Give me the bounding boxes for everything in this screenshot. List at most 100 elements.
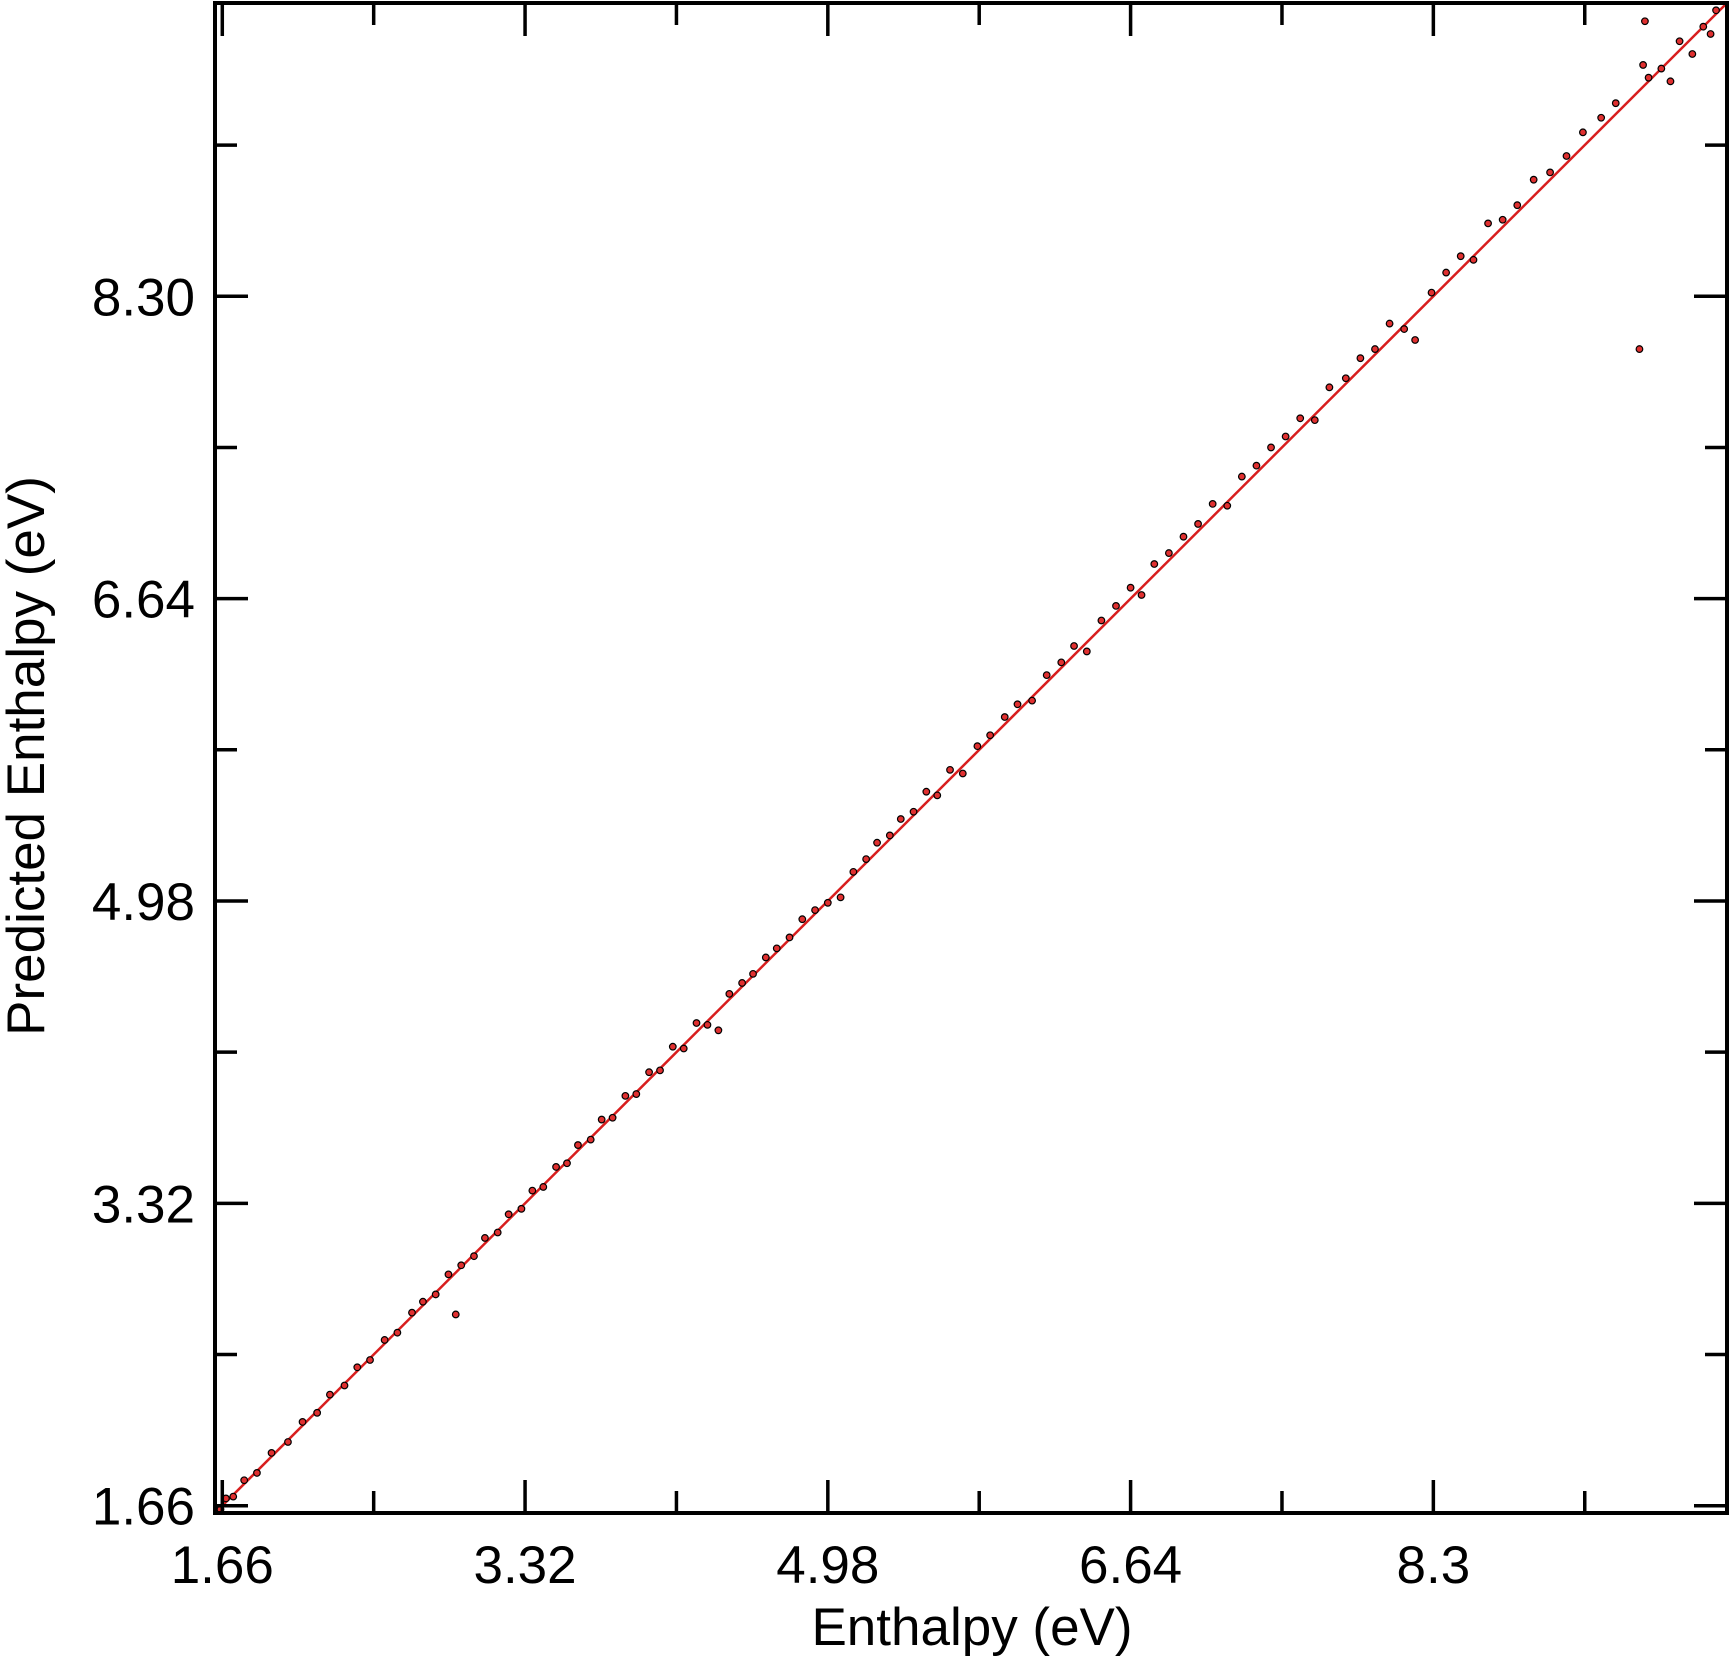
- point: [393, 1328, 402, 1337]
- point: [621, 1091, 630, 1100]
- point: [645, 1068, 653, 1077]
- point: [973, 742, 982, 751]
- point: [1097, 616, 1106, 625]
- point: [1042, 671, 1051, 680]
- point: [1513, 201, 1522, 210]
- y-tick-label: 1.66: [92, 1478, 195, 1537]
- point: [1597, 113, 1606, 122]
- point: [1688, 50, 1697, 58]
- point: [1208, 500, 1217, 508]
- point: [563, 1159, 571, 1168]
- point: [798, 915, 807, 924]
- point: [958, 769, 967, 778]
- point: [528, 1186, 537, 1195]
- x-tick-label: 1.66: [171, 1536, 274, 1595]
- point: [1371, 345, 1379, 353]
- point: [313, 1408, 322, 1417]
- point: [703, 1020, 712, 1029]
- y-tick-label: 3.32: [92, 1175, 195, 1234]
- point: [679, 1044, 688, 1053]
- plot-frame: [213, 1, 1729, 1515]
- point: [608, 1113, 617, 1122]
- point: [1675, 37, 1684, 46]
- point: [1325, 383, 1334, 392]
- point: [1411, 336, 1420, 344]
- point: [725, 989, 734, 998]
- point: [1657, 64, 1666, 73]
- point: [451, 1310, 460, 1319]
- point: [761, 953, 770, 962]
- point: [470, 1252, 478, 1261]
- point: [1562, 152, 1571, 160]
- point: [1699, 22, 1708, 31]
- point: [1057, 658, 1066, 667]
- point: [922, 787, 931, 796]
- point: [574, 1141, 582, 1149]
- point: [1194, 520, 1202, 528]
- point: [1484, 219, 1492, 228]
- x-tick-label: 3.32: [473, 1536, 576, 1595]
- point: [1179, 532, 1188, 541]
- point: [539, 1183, 548, 1191]
- point: [714, 1026, 723, 1035]
- point: [366, 1356, 374, 1364]
- point: [632, 1090, 641, 1098]
- point: [811, 906, 819, 914]
- point: [909, 807, 918, 816]
- point: [1237, 472, 1246, 481]
- point: [1456, 252, 1465, 261]
- point: [1126, 583, 1135, 592]
- point: [1469, 255, 1478, 264]
- y-tick-label: 4.98: [92, 873, 195, 932]
- point: [1611, 99, 1620, 108]
- point: [1641, 17, 1649, 26]
- y-tick-label: 6.64: [92, 571, 195, 630]
- point: [444, 1270, 453, 1279]
- point: [656, 1066, 664, 1075]
- point: [1150, 560, 1159, 568]
- point: [1013, 700, 1022, 709]
- point: [1385, 319, 1394, 328]
- point: [1644, 73, 1653, 82]
- point: [1223, 501, 1232, 510]
- point: [873, 838, 881, 847]
- point: [1137, 591, 1146, 599]
- point: [1498, 215, 1507, 224]
- point: [849, 867, 858, 876]
- point: [298, 1418, 307, 1426]
- point: [340, 1381, 349, 1390]
- point: [668, 1042, 677, 1051]
- point: [326, 1390, 334, 1399]
- point: [1112, 602, 1120, 610]
- point: [1252, 461, 1261, 470]
- point: [885, 831, 894, 840]
- point: [493, 1228, 502, 1237]
- point: [1082, 647, 1091, 656]
- point: [380, 1336, 389, 1344]
- point: [240, 1476, 249, 1485]
- point: [481, 1234, 489, 1242]
- point: [284, 1438, 292, 1446]
- x-tick-label: 8.3: [1397, 1536, 1471, 1595]
- point: [1427, 288, 1436, 297]
- point: [431, 1290, 440, 1299]
- point: [896, 815, 905, 823]
- point: [1666, 77, 1675, 86]
- point: [1000, 713, 1009, 721]
- point: [419, 1297, 427, 1306]
- x-tick-label: 4.98: [776, 1536, 879, 1595]
- point: [517, 1204, 526, 1213]
- point: [353, 1363, 362, 1372]
- point: [229, 1492, 238, 1501]
- point: [772, 944, 781, 953]
- point: [749, 969, 757, 978]
- point: [1442, 268, 1451, 277]
- point: [1706, 30, 1715, 38]
- point: [692, 1019, 701, 1027]
- point: [253, 1469, 261, 1477]
- point: [1529, 175, 1538, 184]
- point: [823, 898, 832, 907]
- point: [862, 855, 871, 863]
- point: [1400, 325, 1409, 333]
- point: [1310, 416, 1319, 425]
